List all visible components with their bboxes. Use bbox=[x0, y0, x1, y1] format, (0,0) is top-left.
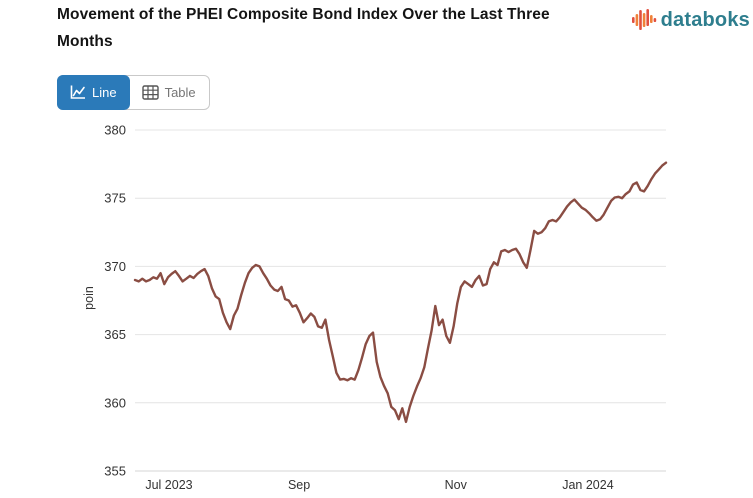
view-toggle: Line Table bbox=[57, 75, 210, 110]
x-tick-label: Sep bbox=[288, 478, 310, 492]
databoks-logo-text: databoks bbox=[660, 8, 750, 31]
x-tick-label: Jul 2023 bbox=[145, 478, 192, 492]
line-view-button[interactable]: Line bbox=[57, 75, 130, 110]
databoks-logo-icon bbox=[631, 9, 656, 30]
y-tick-label: 375 bbox=[104, 191, 126, 206]
table-icon bbox=[141, 85, 159, 100]
table-view-button[interactable]: Table bbox=[129, 76, 209, 109]
y-tick-label: 360 bbox=[104, 395, 126, 410]
y-tick-label: 365 bbox=[104, 327, 126, 342]
line-chart-icon bbox=[70, 85, 85, 99]
y-tick-label: 370 bbox=[104, 259, 126, 274]
page-title: Movement of the PHEI Composite Bond Inde… bbox=[57, 6, 550, 50]
bond-index-line bbox=[133, 161, 668, 424]
x-tick-label: Nov bbox=[445, 478, 468, 492]
table-view-label: Table bbox=[164, 85, 196, 100]
y-tick-label: 380 bbox=[104, 123, 126, 138]
y-tick-label: 355 bbox=[104, 464, 126, 479]
line-view-label: Line bbox=[92, 85, 117, 100]
databoks-logo: databoks bbox=[631, 7, 750, 33]
x-tick-label: Jan 2024 bbox=[562, 478, 613, 492]
